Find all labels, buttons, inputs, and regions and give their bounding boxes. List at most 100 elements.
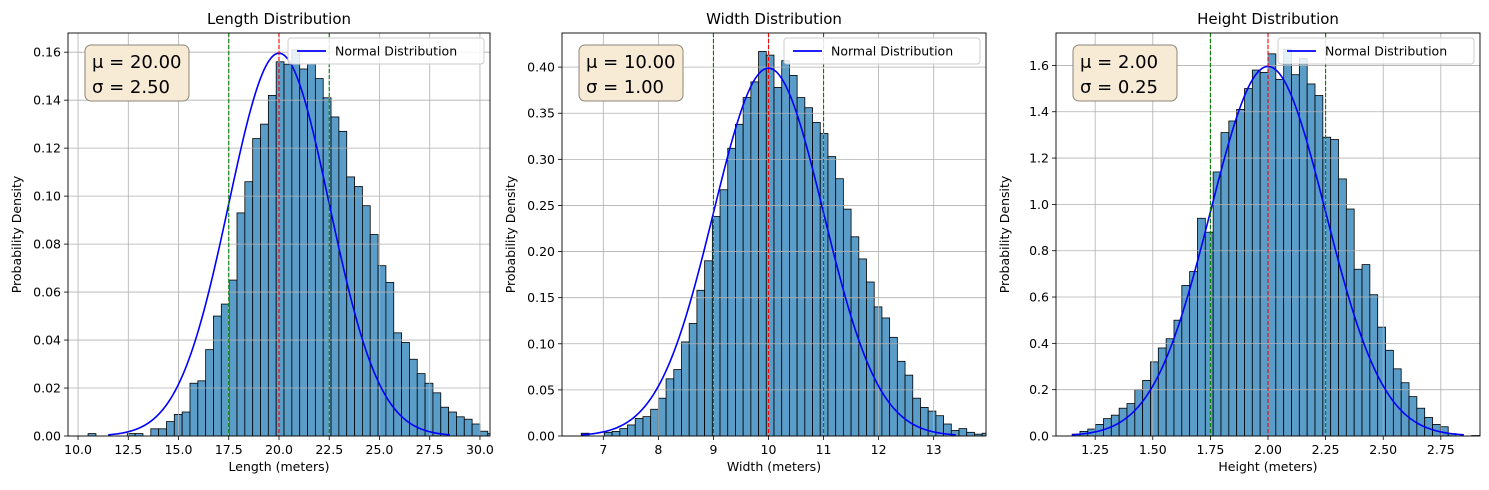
histogram-bar — [205, 349, 214, 436]
histogram-bar — [611, 430, 621, 436]
histogram-bar — [503, 434, 511, 436]
histogram-bar — [765, 54, 775, 436]
y-axis-label: Probability Density — [9, 175, 24, 293]
histogram-bar — [432, 392, 442, 436]
histogram-bar — [727, 147, 736, 436]
y-tick-label: 1.2 — [1029, 151, 1049, 166]
histogram-bar — [604, 431, 613, 436]
histogram-bar — [1275, 78, 1285, 436]
histogram-bar — [1212, 171, 1222, 436]
stats-mu-text: μ = 20.00 — [92, 52, 182, 73]
histogram-bar — [166, 421, 175, 436]
histogram-bar — [758, 51, 767, 436]
histogram-bar — [1322, 136, 1332, 436]
histogram-bar — [796, 97, 806, 436]
histogram-bar — [416, 373, 426, 436]
histogram-bars — [87, 49, 511, 436]
histogram-bar — [1338, 178, 1347, 436]
histogram-bar — [1353, 268, 1363, 436]
histogram-bar — [742, 97, 752, 436]
x-tick-label: 12 — [871, 442, 887, 457]
histogram-bar — [456, 416, 465, 436]
legend-label: Normal Distribution — [1325, 44, 1447, 59]
x-axis-label: Width (meters) — [727, 459, 821, 474]
y-tick-label: 0.04 — [33, 333, 61, 348]
y-tick-label: 0.14 — [33, 93, 61, 108]
histogram-bar — [966, 431, 975, 436]
histogram-bar — [307, 63, 316, 436]
histogram-bar — [1189, 271, 1198, 436]
stats-sigma-text: σ = 2.50 — [92, 77, 170, 98]
histogram-bar — [213, 315, 222, 436]
y-tick-label: 0.25 — [527, 198, 555, 213]
histogram-bar — [627, 424, 636, 436]
y-tick-label: 1.0 — [1029, 197, 1049, 212]
histogram-bar — [835, 178, 844, 436]
histogram-bar — [619, 428, 628, 436]
stats-sigma-text: σ = 1.00 — [586, 77, 664, 98]
histogram-bar — [1369, 294, 1379, 436]
histogram-bar — [650, 408, 659, 436]
histogram-bar — [657, 397, 667, 436]
histogram-bar — [789, 75, 798, 436]
x-tick-label: 17.5 — [215, 442, 243, 457]
histogram-bar — [228, 279, 238, 436]
chart-panel-3: 1.25 1.50 1.75 2.00 2.25 2.50 2.75 0.0 0.2 0.4 0.6… — [997, 10, 1481, 474]
x-axis-label: Length (meters) — [229, 459, 330, 474]
y-tick-label: 0.35 — [527, 106, 555, 121]
chart-panel-1: 10.0 12.5 15.0 17.5 20.0 22.5 25.0 27.5 30.0 0.00… — [9, 10, 511, 474]
x-tick-label: 10 — [761, 442, 777, 457]
x-tick-label: 13 — [926, 442, 942, 457]
y-tick-label: 0.16 — [33, 45, 61, 60]
histogram-bar — [943, 423, 952, 436]
stats-box — [578, 44, 684, 102]
histogram-bar — [1228, 120, 1238, 436]
histogram-bar — [385, 282, 395, 436]
histogram-bar — [866, 281, 875, 436]
histogram-bar — [244, 181, 254, 436]
histogram-bar — [471, 423, 481, 436]
histogram-bar — [1291, 74, 1300, 436]
y-tick-label: 0.8 — [1029, 243, 1049, 258]
histogram-bar — [688, 323, 698, 436]
histogram-bar — [354, 186, 363, 436]
histogram-bar — [673, 369, 682, 436]
histogram-bar — [1251, 69, 1261, 436]
x-tick-label: 30.0 — [466, 442, 494, 457]
legend-label: Normal Distribution — [335, 44, 457, 59]
histogram-bar — [487, 433, 490, 436]
chart-title: Width Distribution — [706, 10, 842, 28]
histogram-bar — [150, 428, 160, 436]
histogram-bar — [704, 260, 713, 436]
stats-mu-text: μ = 2.00 — [1080, 52, 1158, 73]
histogram-bar — [220, 303, 230, 436]
histogram-bar — [642, 416, 652, 436]
x-tick-label: 25.0 — [366, 442, 394, 457]
y-tick-label: 0.00 — [33, 429, 61, 444]
histogram-bar — [1416, 407, 1426, 436]
histogram-bar — [479, 430, 489, 436]
histogram-bar — [681, 341, 690, 436]
y-tick-label: 0.4 — [1029, 336, 1049, 351]
histogram-bar — [267, 94, 277, 436]
histogram-bar — [858, 258, 867, 436]
histogram-bar — [904, 374, 914, 436]
y-tick-label: 0.30 — [527, 152, 555, 167]
histogram-bar — [781, 60, 790, 436]
x-tick-label: 2.75 — [1427, 442, 1455, 457]
chart-title: Height Distribution — [1197, 10, 1339, 28]
histogram-bar — [665, 378, 675, 436]
histogram-bar — [393, 332, 402, 436]
histogram-bar — [1181, 285, 1191, 436]
histogram-bar — [881, 317, 891, 436]
histogram-bar — [299, 68, 308, 436]
y-tick-label: 0.0 — [1029, 429, 1049, 444]
histogram-bar — [1330, 139, 1339, 436]
legend-label: Normal Distribution — [831, 44, 953, 59]
x-tick-label: 11 — [816, 442, 832, 457]
x-tick-label: 2.50 — [1369, 442, 1397, 457]
histogram-bar — [181, 411, 191, 436]
stats-box — [84, 44, 190, 102]
